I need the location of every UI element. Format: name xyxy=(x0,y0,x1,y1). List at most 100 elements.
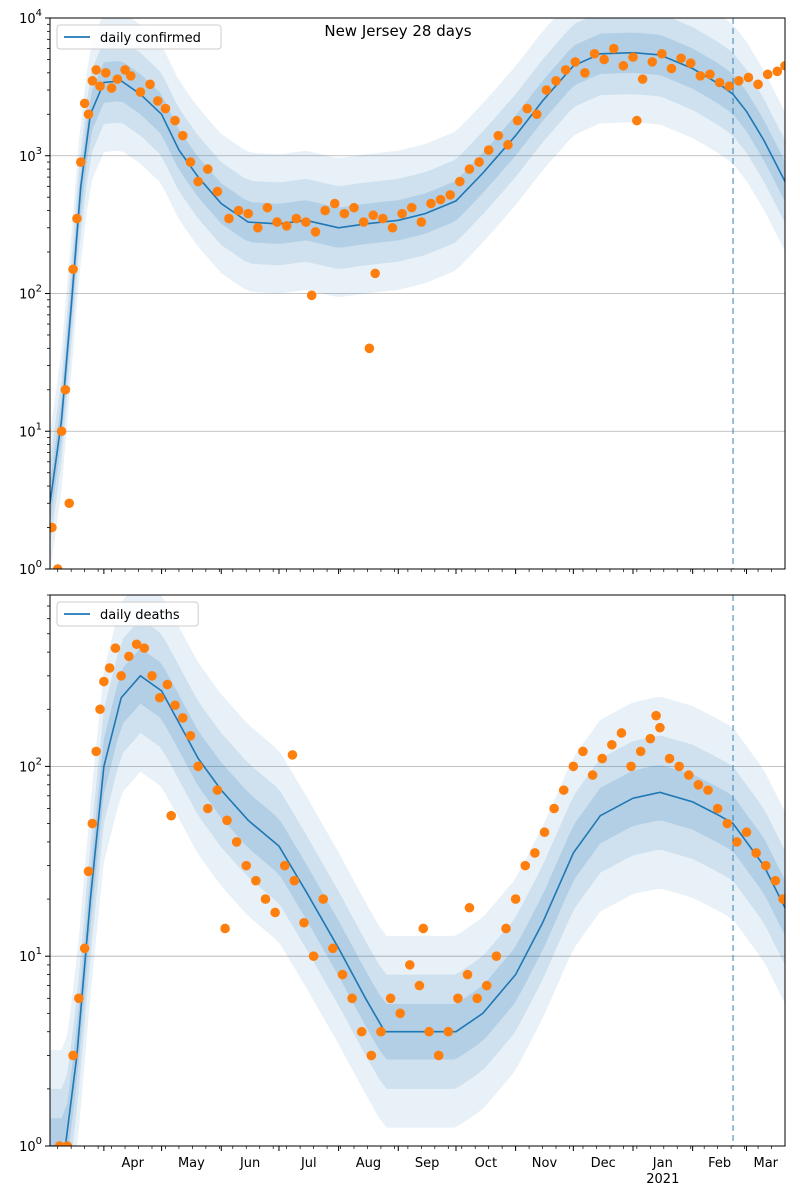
confirmed-observed-point xyxy=(152,96,163,106)
confirmed-observed-point xyxy=(426,198,436,209)
deaths-observed-point xyxy=(177,713,188,723)
confirmed-observed-point xyxy=(445,190,456,200)
deaths-observed-point xyxy=(651,710,661,721)
confirmed-observed-point xyxy=(170,115,180,126)
confirmed-observed-point xyxy=(339,208,350,219)
deaths-observed-point xyxy=(91,746,101,757)
confirmed-observed-point xyxy=(106,83,117,93)
deaths-observed-point xyxy=(87,818,98,829)
deaths-observed-point xyxy=(356,1026,367,1037)
deaths-observed-point xyxy=(202,803,213,814)
confirmed-observed-point xyxy=(368,210,379,221)
confirmed-observed-point xyxy=(570,57,581,67)
deaths-observed-point xyxy=(270,907,280,918)
confirmed-observed-point xyxy=(541,85,552,95)
deaths-observed-point xyxy=(68,1050,78,1061)
confirmed-observed-point xyxy=(79,98,90,109)
deaths-observed-point xyxy=(299,917,309,928)
xtick-year-label: 2021 xyxy=(646,1172,679,1187)
deaths-uncertainty-band xyxy=(50,618,785,1146)
deaths-observed-point xyxy=(395,1008,405,1019)
deaths-observed-point xyxy=(222,815,232,826)
deaths-observed-point xyxy=(433,1050,444,1061)
deaths-observed-point xyxy=(491,951,502,962)
deaths-ytick-label: 102 xyxy=(19,756,42,775)
confirmed-observed-point xyxy=(676,53,686,64)
deaths-observed-point xyxy=(418,923,429,934)
deaths-axes-frame xyxy=(49,594,786,1147)
deaths-observed-point xyxy=(347,993,357,1004)
confirmed-observed-point xyxy=(780,60,785,71)
deaths-observed-point xyxy=(741,827,752,838)
confirmed-observed-point xyxy=(112,74,123,84)
confirmed-observed-point xyxy=(75,157,86,167)
confirmed-observed-point xyxy=(608,43,619,54)
confirmed-observed-point xyxy=(370,268,380,279)
deaths-observed-point xyxy=(645,733,656,744)
confirmed-observed-point xyxy=(632,115,642,126)
deaths-observed-point xyxy=(464,902,475,913)
confirmed-ytick-label: 103 xyxy=(19,146,42,165)
deaths-observed-point xyxy=(674,761,684,772)
confirmed-ytick-label: 102 xyxy=(19,284,42,303)
xtick-label-sep: Sep xyxy=(415,1156,440,1171)
deaths-observed-point xyxy=(139,643,150,653)
xtick-label-jan: Jan xyxy=(652,1156,673,1171)
confirmed-observed-point xyxy=(56,426,67,437)
deaths-observed-point xyxy=(558,785,569,795)
deaths-observed-point xyxy=(220,923,230,934)
confirmed-observed-point xyxy=(306,290,317,301)
confirmed-observed-point xyxy=(580,68,590,78)
confirmed-observed-point xyxy=(243,208,253,219)
deaths-observed-point xyxy=(751,848,761,858)
deaths-legend-box xyxy=(56,601,199,627)
deaths-observed-point xyxy=(472,993,482,1004)
confirmed-observed-point xyxy=(272,217,282,227)
confirmed-observed-point xyxy=(378,213,388,224)
confirmed-observed-point xyxy=(512,115,523,126)
confirmed-observed-point xyxy=(177,130,188,141)
confirmed-ytick-label: 104 xyxy=(19,8,42,27)
deaths-observed-point xyxy=(83,866,94,877)
xtick-label-oct: Oct xyxy=(475,1156,497,1171)
confirmed-observed-point xyxy=(762,69,773,80)
confirmed-observed-point xyxy=(397,208,407,219)
confirmed-observed-point xyxy=(202,164,213,174)
confirmed-observed-point xyxy=(589,48,600,59)
confirmed-observed-point xyxy=(212,186,223,197)
deaths-observed-point xyxy=(104,663,115,673)
deaths-observed-point xyxy=(481,980,492,991)
deaths-observed-point xyxy=(124,651,134,662)
confirmed-observed-point xyxy=(628,52,638,62)
xtick-label-nov: Nov xyxy=(532,1156,558,1171)
confirmed-observed-point xyxy=(68,264,78,275)
confirmed-observed-point xyxy=(657,48,667,59)
confirmed-observed-point xyxy=(64,498,75,509)
confirmed-observed-point xyxy=(364,343,375,354)
confirmed-observed-point xyxy=(301,217,311,227)
deaths-observed-point xyxy=(116,671,126,681)
confirmed-observed-point xyxy=(120,65,130,75)
confirmed-observed-point xyxy=(714,77,725,88)
confirmed-observed-point xyxy=(193,176,203,187)
confirmed-observed-point xyxy=(435,194,446,205)
confirmed-observed-point xyxy=(291,213,302,224)
xtick-label-mar: Mar xyxy=(753,1156,778,1171)
deaths-observed-point xyxy=(95,704,105,715)
confirmed-panel: 100 101 102 103 104 daily confirmed xyxy=(19,8,786,578)
deaths-observed-point xyxy=(549,803,559,814)
confirmed-uncertainty-band xyxy=(50,18,785,569)
confirmed-observed-point xyxy=(531,109,542,120)
confirmed-observed-point xyxy=(91,65,101,75)
deaths-observed-point xyxy=(568,761,579,772)
xtick-label-aug: Aug xyxy=(356,1156,381,1171)
confirmed-ytick-label: 101 xyxy=(19,421,42,440)
confirmed-observed-point xyxy=(320,205,330,216)
confirmed-observed-point xyxy=(695,71,706,81)
deaths-observed-point xyxy=(616,728,627,738)
confirmed-legend: daily confirmed xyxy=(56,24,222,50)
confirmed-observed-point xyxy=(52,564,63,569)
deaths-panel: 100 101 102 Apr May Jun Jul Aug Sep Oct Nov Dec Jan F… xyxy=(19,594,786,1187)
xtick-label-dec: Dec xyxy=(591,1156,616,1171)
deaths-observed-point xyxy=(54,1141,65,1146)
